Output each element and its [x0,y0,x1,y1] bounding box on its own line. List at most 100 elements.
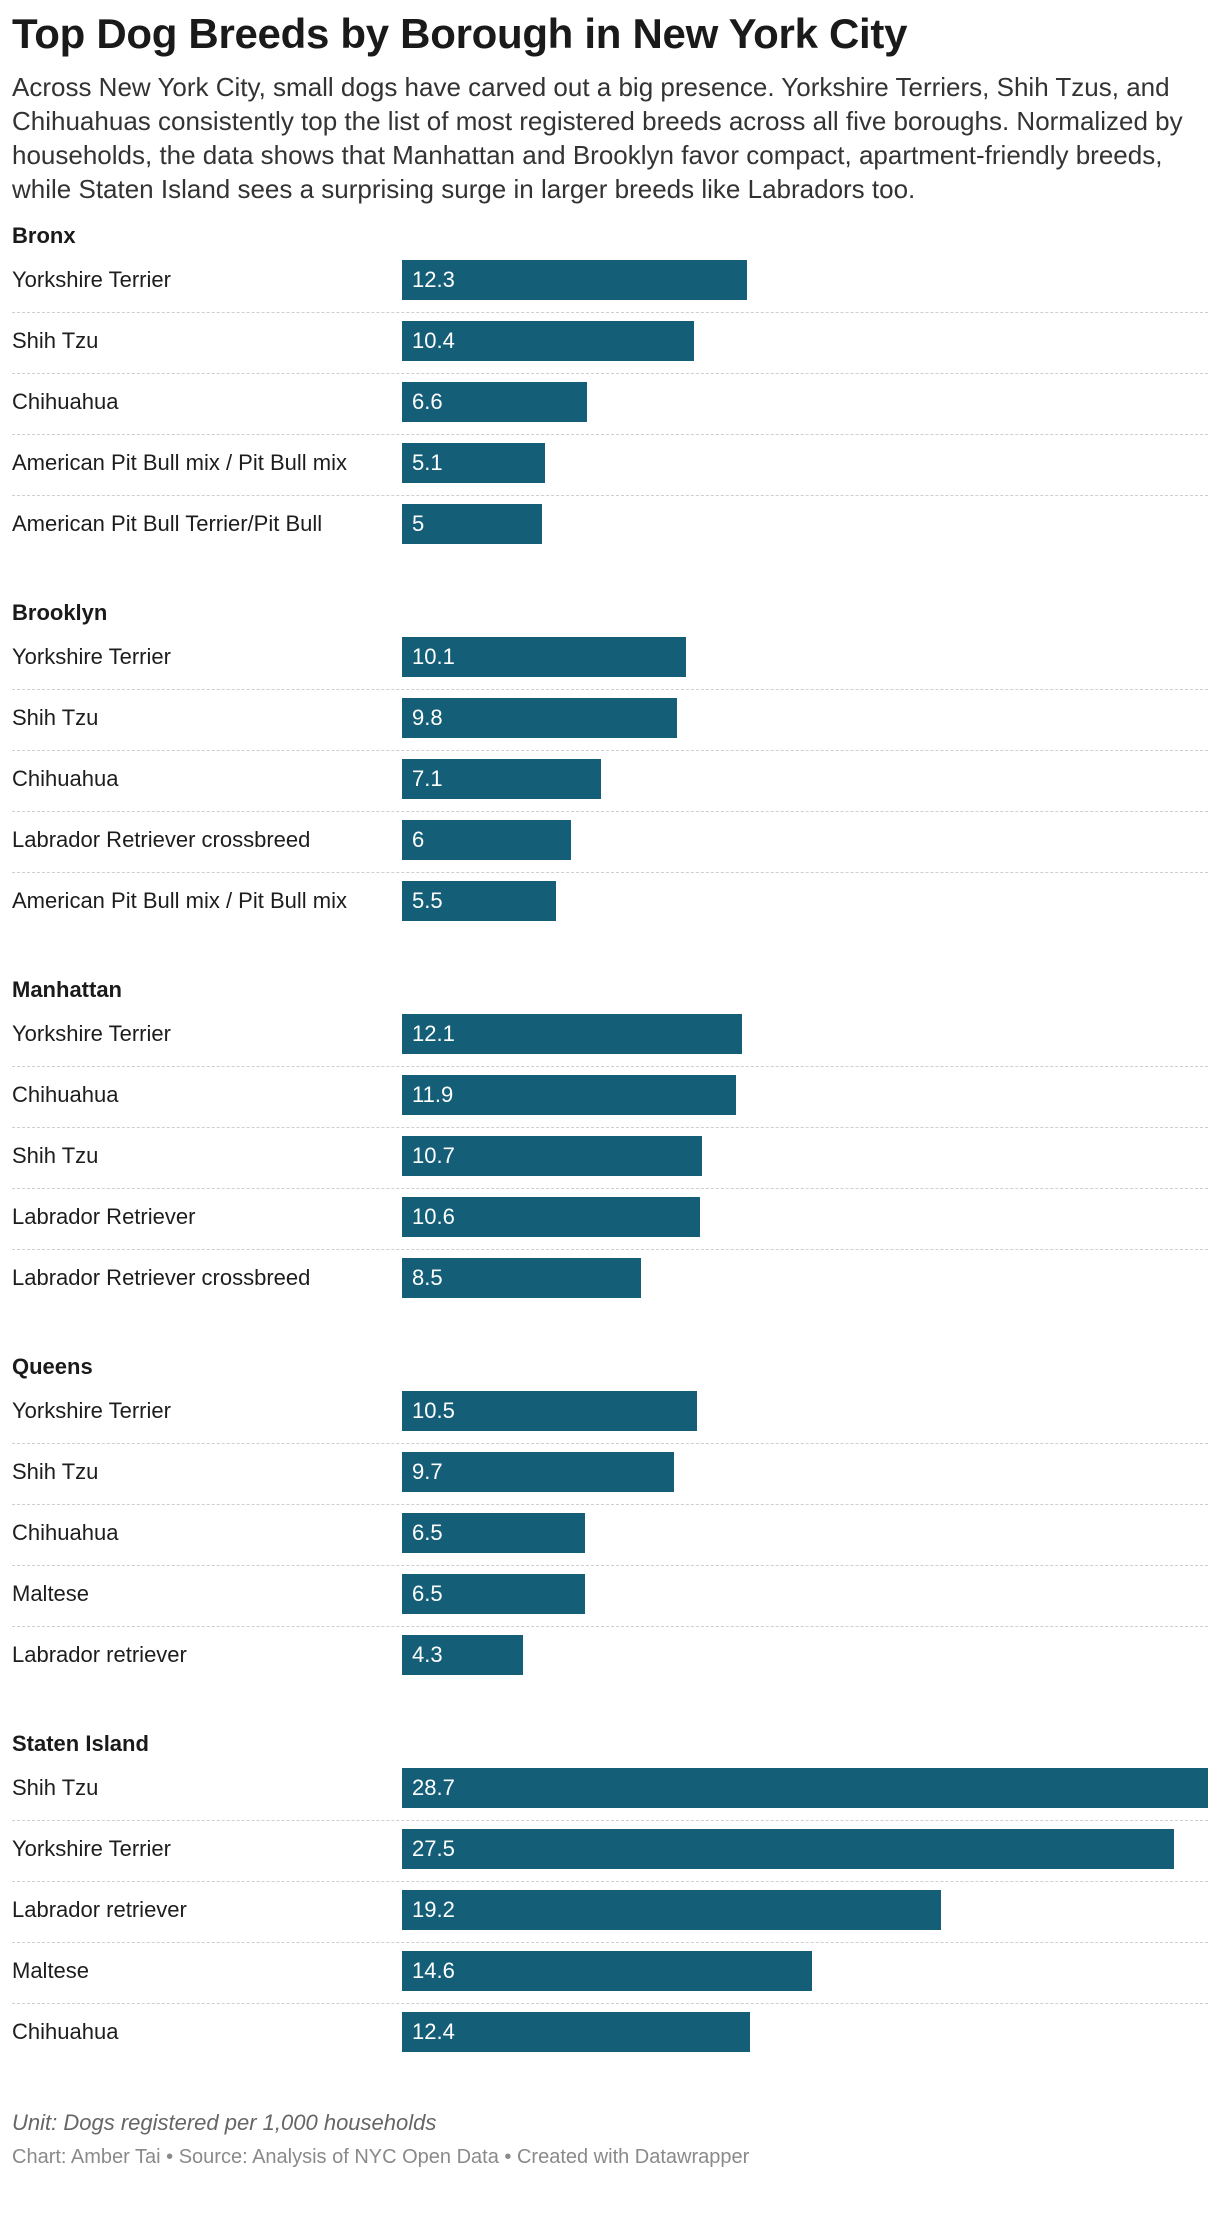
breed-label: Yorkshire Terrier [12,644,171,669]
bar [402,504,543,544]
bar-row: Chihuahua 12.4 [12,2004,1208,2065]
bar-row: Labrador retriever 19.2 [12,1882,1208,1943]
breed-label: Chihuahua [12,389,119,414]
breed-label: Yorkshire Terrier [12,1836,171,1861]
bar-row: Chihuahua 6.6 [12,374,1208,435]
bar-value-label: 6 [412,827,425,852]
bar-row: Yorkshire Terrier 10.1 [12,629,1208,690]
bar-row: Labrador Retriever crossbreed 8.5 [12,1250,1208,1311]
breed-label: Chihuahua [12,1520,119,1545]
bar [402,321,695,361]
bar-value-label: 10.4 [412,328,455,353]
bar [402,382,588,422]
bar-row: Shih Tzu 9.8 [12,690,1208,751]
breed-label: Labrador retriever [12,1897,187,1922]
breed-label: Labrador Retriever [12,1204,196,1229]
bar [402,2012,751,2052]
bar-value-label: 4.3 [412,1642,443,1667]
bar-value-label: 5.1 [412,450,443,475]
bar-value-label: 11.9 [412,1082,454,1107]
breed-label: American Pit Bull mix / Pit Bull mix [12,888,347,913]
borough-title: Queens [12,1354,93,1379]
bar [402,260,748,300]
bar-row: Chihuahua 7.1 [12,751,1208,812]
bar-row: Shih Tzu 28.7 [12,1760,1208,1821]
bar-value-label: 28.7 [412,1775,455,1800]
bar [402,1513,585,1553]
bar-row: Chihuahua 11.9 [12,1067,1208,1128]
bar-value-label: 7.1 [412,766,443,791]
breed-label: Shih Tzu [12,328,99,353]
bar [402,1136,703,1176]
breed-label: Chihuahua [12,1082,119,1107]
bar-row: Maltese 6.5 [12,1566,1208,1627]
bar-row: Yorkshire Terrier 10.5 [12,1383,1208,1444]
bar-value-label: 10.5 [412,1398,455,1423]
bar-row: Chihuahua 6.5 [12,1505,1208,1566]
breed-label: Shih Tzu [12,1775,99,1800]
breed-label: American Pit Bull Terrier/Pit Bull [12,511,323,536]
bar-value-label: 8.5 [412,1265,443,1290]
breed-label: American Pit Bull mix / Pit Bull mix [12,450,347,475]
bar-row: Labrador Retriever 10.6 [12,1189,1208,1250]
bar [402,820,571,860]
bar [402,1829,1175,1869]
breed-label: Maltese [12,1581,90,1606]
bar-value-label: 12.3 [412,267,455,292]
breed-label: Shih Tzu [12,1143,99,1168]
chart-subtitle: Across New York City, small dogs have ca… [12,72,1183,204]
borough-title: Brooklyn [12,600,108,625]
chart-container: Top Dog Breeds by Borough in New York Ci… [12,0,1208,2105]
breed-label: Labrador retriever [12,1642,187,1667]
bar-row: Shih Tzu 10.7 [12,1128,1208,1189]
breed-label: Labrador Retriever crossbreed [12,827,311,852]
bar-row: American Pit Bull mix / Pit Bull mix 5.1 [12,435,1208,496]
borough-group-manhattan: Manhattan Yorkshire Terrier 12.1 Chihuahua 1… [12,974,1208,1311]
borough-group-brooklyn: Brooklyn Yorkshire Terrier 10.1 Shih Tzu 9.8… [12,597,1208,934]
bar-value-label: 27.5 [412,1836,455,1861]
bar-value-label: 5 [412,511,425,536]
chart-footer: Unit: Dogs registered per 1,000 househol… [12,2108,1208,2172]
bar-row: Labrador Retriever crossbreed 6 [12,812,1208,873]
chart-title: Top Dog Breeds by Borough in New York Ci… [12,10,908,57]
bar [402,1951,813,1991]
bar [402,1258,641,1298]
unit-note: Unit: Dogs registered per 1,000 househol… [12,2110,437,2135]
bar-value-label: 9.8 [412,705,443,730]
borough-title: Manhattan [12,977,122,1002]
bar [402,1452,675,1492]
bar-row: Yorkshire Terrier 12.1 [12,1006,1208,1067]
bar-value-label: 10.7 [412,1143,455,1168]
bar [402,1635,523,1675]
breed-label: Yorkshire Terrier [12,1398,171,1423]
breed-label: Shih Tzu [12,705,99,730]
breed-label: Yorkshire Terrier [12,267,171,292]
bar-row: Shih Tzu 10.4 [12,313,1208,374]
bar [402,1391,697,1431]
bar [402,1890,942,1930]
bar-value-label: 6.5 [412,1581,443,1606]
bar-value-label: 10.6 [412,1204,455,1229]
bar [402,881,557,921]
borough-groups: Bronx Yorkshire Terrier 12.3 Shih Tzu 10.4 Ch… [12,220,1208,2065]
bar [402,1075,737,1115]
bar-row: Maltese 14.6 [12,1943,1208,2004]
breed-label: Chihuahua [12,2019,119,2044]
bar-value-label: 10.1 [412,644,455,669]
bar-row: Yorkshire Terrier 27.5 [12,1821,1208,1882]
bar [402,1014,742,1054]
bar [402,443,546,483]
borough-group-staten-island: Staten Island Shih Tzu 28.7 Yorkshire Terri… [12,1728,1208,2065]
bar-row: Yorkshire Terrier 12.3 [12,252,1208,313]
breed-label: Maltese [12,1958,90,1983]
chart-credit: Chart: Amber Tai • Source: Analysis of N… [12,2146,750,2168]
bar-value-label: 9.7 [412,1459,443,1484]
bar [402,637,686,677]
bar [402,1197,700,1237]
borough-title: Staten Island [12,1731,149,1756]
bar-value-label: 14.6 [412,1958,455,1983]
bar-value-label: 6.5 [412,1520,443,1545]
bar-value-label: 5.5 [412,888,443,913]
borough-group-bronx: Bronx Yorkshire Terrier 12.3 Shih Tzu 10.4 Ch… [12,220,1208,557]
breed-label: Yorkshire Terrier [12,1021,171,1046]
